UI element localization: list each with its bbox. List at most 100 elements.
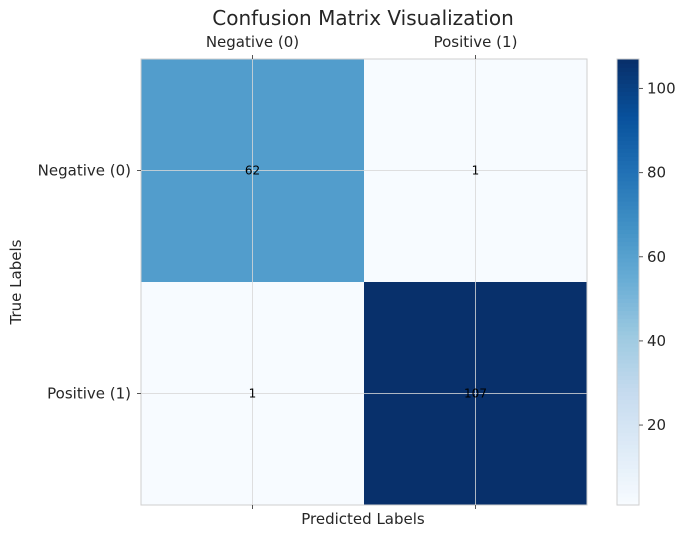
colorbar-segment (617, 330, 639, 336)
x-tick-label: Positive (1) (434, 33, 518, 51)
plot-border (140, 58, 588, 506)
colorbar-segment (617, 359, 639, 364)
colorbar-segment (617, 294, 639, 299)
colorbar-segment (617, 363, 639, 368)
colorbar-segment (617, 79, 639, 84)
colorbar-segment (617, 354, 639, 360)
colorbar-segment (617, 277, 639, 283)
colorbar-segment (617, 107, 639, 113)
colorbar-segment (617, 164, 639, 170)
colorbar-segment (617, 290, 639, 295)
colorbar-segment (617, 176, 639, 182)
colorbar-segment (617, 156, 639, 161)
colorbar: 20 40 60 80 100 (616, 58, 676, 506)
colorbar-tick-label: 60 (647, 248, 666, 266)
colorbar-segment (617, 87, 639, 93)
colorbar-tick-label: 20 (647, 416, 666, 434)
colorbar-segment (617, 298, 639, 303)
colorbar-segment (617, 302, 639, 307)
colorbar-segment (617, 367, 639, 372)
colorbar-segment (617, 488, 639, 494)
colorbar-segment (617, 310, 639, 316)
y-tick-label: Negative (0) (38, 162, 131, 180)
x-axis-label: Predicted Labels (301, 510, 425, 528)
colorbar-segment (617, 500, 639, 506)
colorbar-border (616, 58, 640, 506)
colorbar-segment (617, 468, 639, 474)
colorbar-segment (617, 99, 639, 105)
colorbar-segment (617, 326, 639, 332)
colorbar-segment (617, 399, 639, 405)
colorbar-segment (617, 217, 639, 222)
colorbar-segment (617, 152, 639, 157)
colorbar-segment (617, 241, 639, 247)
colorbar-segment (617, 346, 639, 352)
y-axis-label: True Labels (7, 239, 25, 325)
colorbar-segment (617, 375, 639, 380)
x-tick-label: Negative (0) (206, 33, 299, 51)
colorbar-segment (617, 168, 639, 174)
colorbar-segment (617, 427, 639, 433)
colorbar-segment (617, 115, 639, 121)
colorbar-segment (617, 200, 639, 206)
cell-value-label: 62 (245, 164, 260, 178)
colorbar-segment (617, 379, 639, 384)
colorbar-segment (617, 476, 639, 482)
colorbar-segment (617, 148, 639, 153)
colorbar-segment (617, 322, 639, 328)
colorbar-segment (617, 144, 639, 149)
colorbar-segment (617, 273, 639, 279)
colorbar-segment (617, 91, 639, 97)
colorbar-segment (617, 123, 639, 129)
colorbar-segment (617, 423, 639, 429)
colorbar-segment (617, 59, 639, 64)
colorbar-segment (617, 131, 639, 137)
colorbar-segment (617, 83, 639, 88)
colorbar-segment (617, 180, 639, 186)
colorbar-segment (617, 452, 639, 457)
colorbar-segment (617, 63, 639, 68)
colorbar-segment (617, 233, 639, 238)
colorbar-segment (617, 436, 639, 441)
colorbar-segment (617, 440, 639, 445)
colorbar-segment (617, 314, 639, 320)
colorbar-segment (617, 282, 639, 287)
colorbar-segment (617, 253, 639, 259)
colorbar-segment (617, 350, 639, 356)
colorbar-segment (617, 448, 639, 453)
colorbar-segment (617, 472, 639, 478)
colorbar-segment (617, 269, 639, 275)
colorbar-segment (617, 67, 639, 72)
colorbar-segment (617, 257, 639, 263)
colorbar-segment (617, 484, 639, 490)
colorbar-segment (617, 192, 639, 198)
colorbar-segment (617, 456, 639, 461)
colorbar-segment (617, 140, 639, 145)
colorbar-segment (617, 395, 639, 401)
colorbar-segment (617, 111, 639, 117)
colorbar-segment (617, 261, 639, 267)
colorbar-segment (617, 334, 639, 340)
colorbar-segment (617, 71, 639, 76)
colorbar-tick-label: 80 (647, 164, 666, 182)
cell-value-label: 1 (472, 164, 480, 178)
colorbar-segment (617, 387, 639, 393)
colorbar-segment (617, 415, 639, 421)
colorbar-segment (617, 338, 639, 344)
colorbar-segment (617, 188, 639, 194)
colorbar-segment (617, 444, 639, 449)
colorbar-segment (617, 432, 639, 437)
colorbar-segment (617, 249, 639, 255)
colorbar-segment (617, 480, 639, 486)
colorbar-segment (617, 229, 639, 234)
cell-value-label: 1 (249, 387, 257, 401)
colorbar-segment (617, 245, 639, 251)
colorbar-segment (617, 460, 639, 466)
colorbar-segment (617, 265, 639, 271)
colorbar-segment (617, 407, 639, 413)
colorbar-segment (617, 136, 639, 141)
colorbar-segment (617, 196, 639, 202)
colorbar-segment (617, 383, 639, 389)
